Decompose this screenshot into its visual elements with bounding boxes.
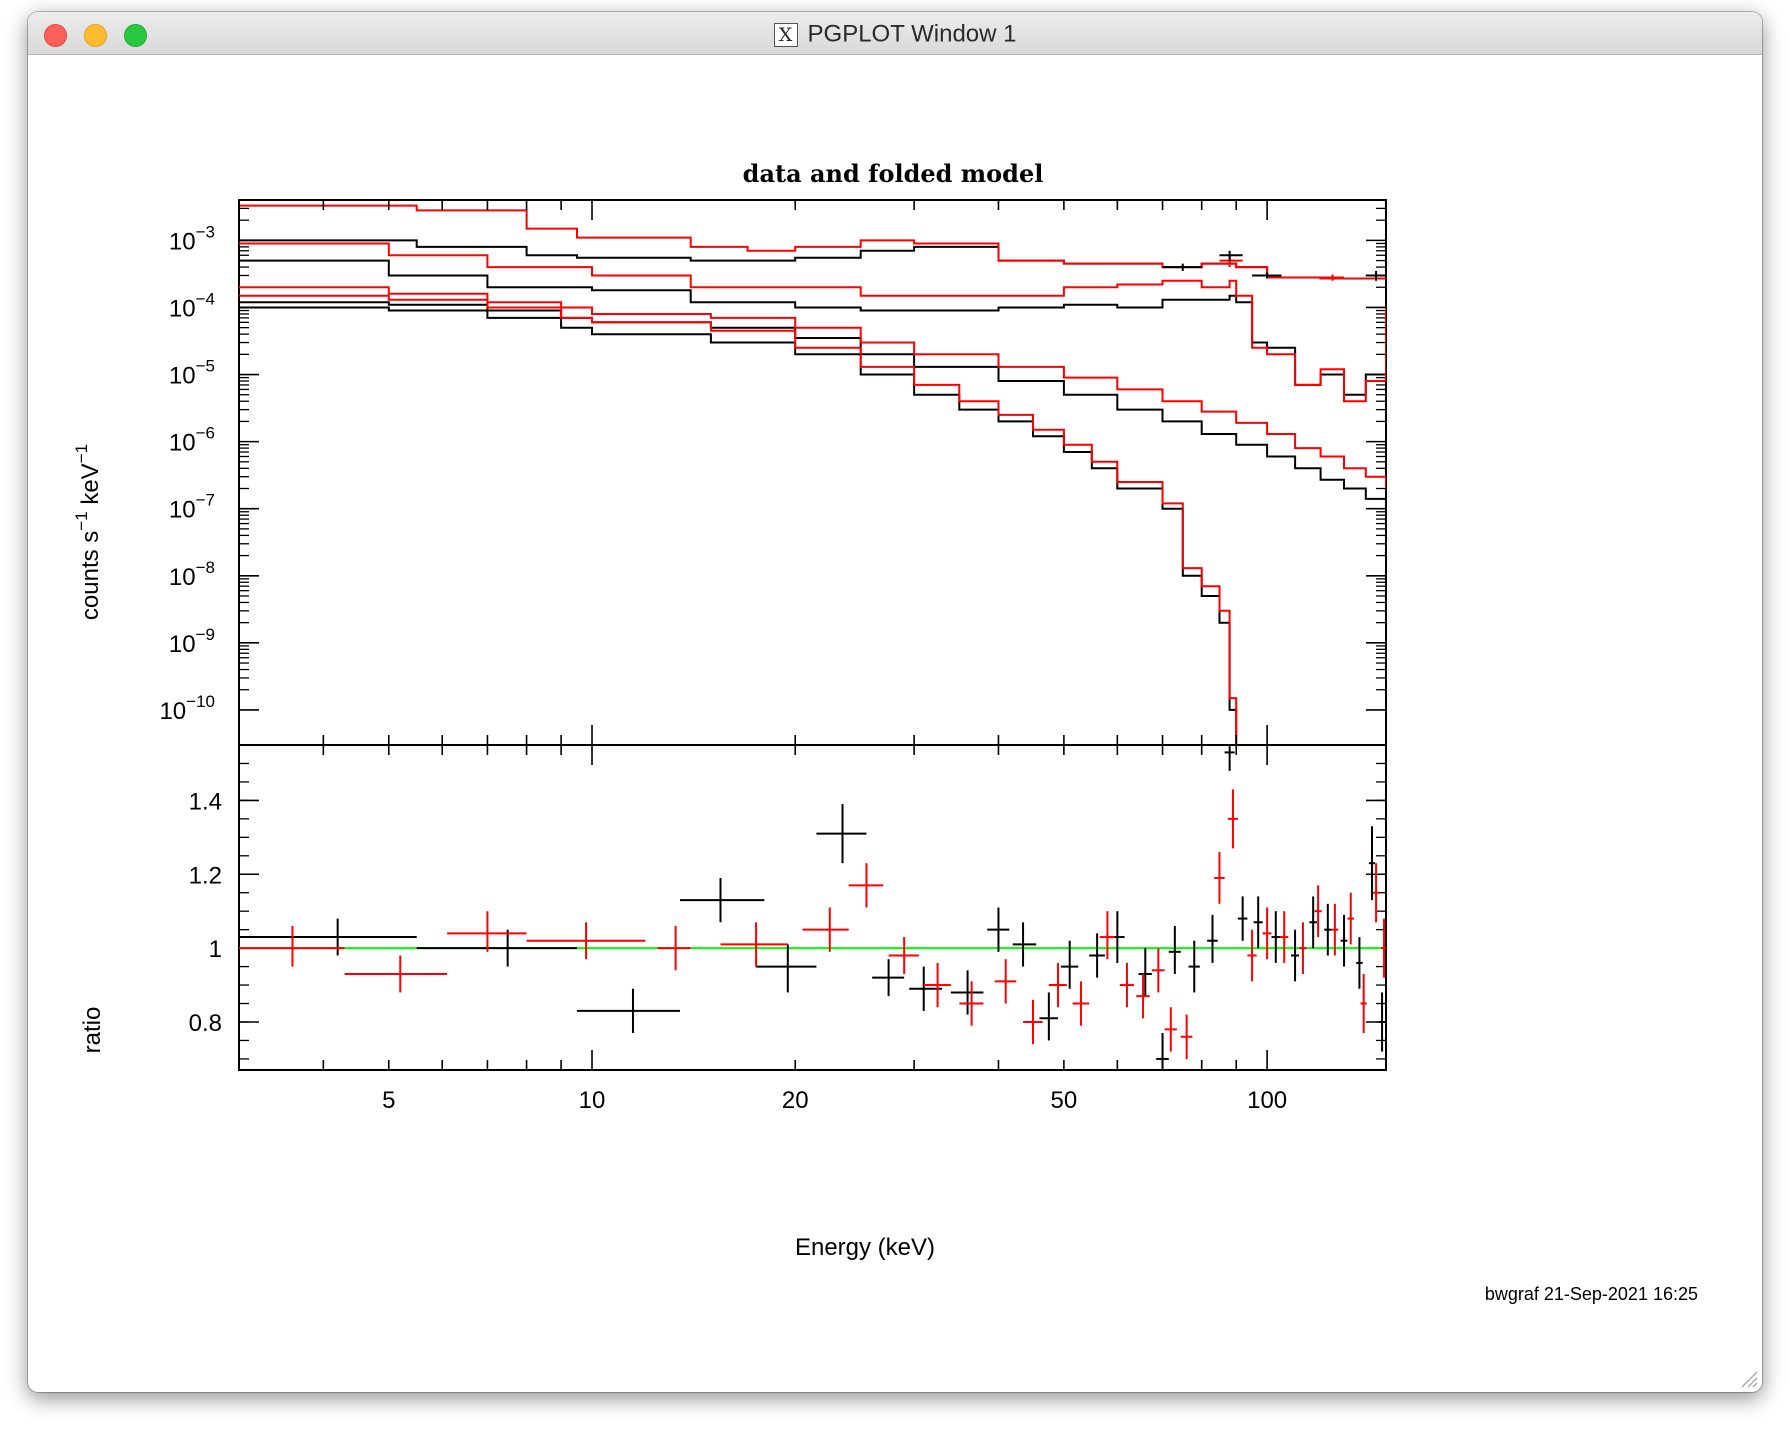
y-tick-label: 10−4	[169, 289, 215, 322]
y-tick-label: 10−8	[169, 558, 215, 591]
ratio-series-group	[239, 745, 1386, 1070]
x-tick-label: 100	[1247, 1087, 1287, 1114]
window-title: PGPLOT Window 1	[807, 20, 1017, 48]
x-tick-label: 10	[579, 1087, 606, 1114]
x-tick-label: 50	[1051, 1087, 1078, 1114]
y-tick-label: 10−10	[159, 692, 215, 725]
spectrum-panel: 10−3 10−4 10−5 10−6 10−7 10−8 10−9 10−10	[159, 199, 1387, 746]
resize-grip-icon[interactable]	[1738, 1368, 1758, 1388]
model-step-line-3	[239, 242, 1386, 403]
y-axis-label-top: counts s−1 keV−1	[72, 444, 104, 620]
ratio-panel: 5 10 20 50 100 0.8 1 1.2 1.4	[189, 744, 1387, 1114]
spectrum-series-group	[239, 204, 1386, 745]
close-button[interactable]	[44, 24, 67, 47]
model-step-line-5	[239, 286, 1386, 489]
x-axis-label: Energy (keV)	[795, 1234, 935, 1261]
x-tick-label: 20	[782, 1087, 809, 1114]
y-tick-label: 1.4	[189, 788, 222, 815]
y-tick-label: 10−7	[169, 491, 215, 524]
window-title-group: X PGPLOT Window 1	[28, 20, 1762, 49]
model-step-line-6	[239, 306, 1238, 745]
y-tick-label: 10−5	[169, 357, 215, 390]
plot-canvas: data and folded model 10−310−410−510−610…	[72, 159, 1698, 1304]
footer-stamp: bwgraf 21-Sep-2021 16:25	[1485, 1284, 1698, 1304]
y-tick-label: 0.8	[189, 1010, 222, 1037]
y-axis-label-bottom: ratio	[79, 1007, 106, 1054]
x11-icon: X	[773, 22, 798, 47]
minimize-button[interactable]	[84, 24, 107, 47]
model-step-line-4	[239, 301, 1386, 509]
zoom-button[interactable]	[124, 24, 147, 47]
y-tick-label: 10−3	[169, 222, 215, 255]
model-step-line-7	[239, 294, 1238, 745]
y-tick-label: 10−6	[169, 424, 215, 457]
chart-title: data and folded model	[743, 159, 1044, 188]
y-tick-label: 1	[209, 936, 222, 963]
y-tick-label: 1.2	[189, 862, 222, 889]
spectrum-frame	[238, 199, 1387, 746]
model-step-line-1	[239, 204, 1386, 280]
pgplot-window: X PGPLOT Window 1 data and folded model 1…	[28, 12, 1762, 1392]
y-tick-label: 10−9	[169, 625, 215, 658]
title-bar[interactable]: X PGPLOT Window 1	[28, 12, 1762, 55]
ratio-frame	[238, 744, 1387, 1071]
x-tick-label: 5	[382, 1087, 395, 1114]
